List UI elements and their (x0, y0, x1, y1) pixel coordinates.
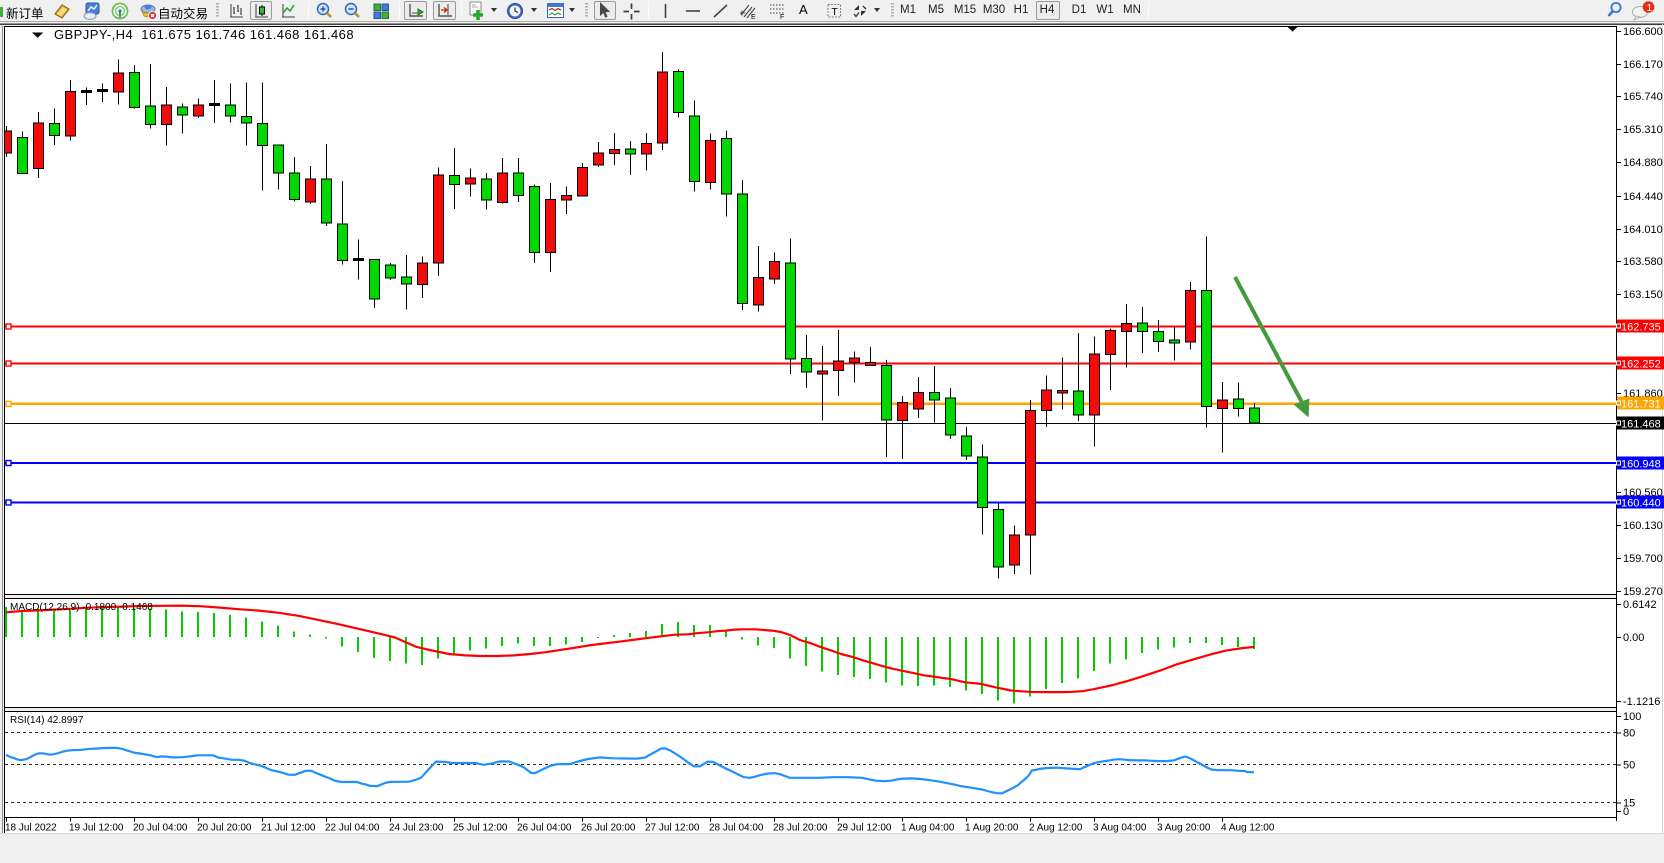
svg-text:160.948: 160.948 (1621, 459, 1661, 471)
svg-text:80: 80 (1623, 728, 1635, 740)
svg-text:163.580: 163.580 (1623, 256, 1663, 268)
svg-text:28 Jul 04:00: 28 Jul 04:00 (709, 823, 764, 834)
svg-text:2 Aug 12:00: 2 Aug 12:00 (1029, 823, 1083, 834)
svg-text:3 Aug 04:00: 3 Aug 04:00 (1093, 823, 1147, 834)
svg-text:1: 1 (1647, 2, 1653, 14)
svg-text:26 Jul 04:00: 26 Jul 04:00 (517, 823, 572, 834)
svg-text:159.700: 159.700 (1623, 553, 1663, 565)
svg-text:24 Jul 23:00: 24 Jul 23:00 (389, 823, 444, 834)
svg-text:28 Jul 20:00: 28 Jul 20:00 (773, 823, 828, 834)
svg-text:MACD(12,26,9) -0.1800 -0.1468: MACD(12,26,9) -0.1800 -0.1468 (10, 602, 153, 613)
svg-text:0.00: 0.00 (1623, 632, 1644, 644)
svg-text:164.440: 164.440 (1623, 191, 1663, 203)
svg-text:20 Jul 04:00: 20 Jul 04:00 (133, 823, 188, 834)
svg-text:164.880: 164.880 (1623, 157, 1663, 169)
svg-text:165.740: 165.740 (1623, 91, 1663, 103)
svg-text:100: 100 (1623, 711, 1641, 723)
svg-text:161.731: 161.731 (1621, 399, 1661, 411)
svg-text:18 Jul 2022: 18 Jul 2022 (5, 823, 57, 834)
svg-text:166.170: 166.170 (1623, 59, 1663, 71)
svg-text:162.735: 162.735 (1621, 322, 1661, 334)
svg-text:1 Aug 20:00: 1 Aug 20:00 (965, 823, 1019, 834)
svg-text:26 Jul 20:00: 26 Jul 20:00 (581, 823, 636, 834)
svg-text:166.600: 166.600 (1623, 26, 1663, 38)
svg-text:27 Jul 12:00: 27 Jul 12:00 (645, 823, 700, 834)
svg-text:22 Jul 04:00: 22 Jul 04:00 (325, 823, 380, 834)
svg-text:0: 0 (1623, 806, 1629, 818)
svg-text:159.270: 159.270 (1623, 586, 1663, 598)
svg-text:29 Jul 12:00: 29 Jul 12:00 (837, 823, 892, 834)
svg-text:25 Jul 12:00: 25 Jul 12:00 (453, 823, 508, 834)
svg-text:21 Jul 12:00: 21 Jul 12:00 (261, 823, 316, 834)
svg-text:4 Aug 12:00: 4 Aug 12:00 (1221, 823, 1275, 834)
svg-text:160.440: 160.440 (1621, 498, 1661, 510)
svg-text:GBPJPY-,H4 161.675 161.746 16: GBPJPY-,H4 161.675 161.746 161.468 161.4… (54, 27, 354, 42)
svg-text:50: 50 (1623, 760, 1635, 772)
svg-text:164.010: 164.010 (1623, 224, 1663, 236)
svg-text:RSI(14) 42.8997: RSI(14) 42.8997 (10, 715, 84, 726)
svg-text:F: F (780, 14, 784, 20)
svg-text:3 Aug 20:00: 3 Aug 20:00 (1157, 823, 1211, 834)
svg-text:163.150: 163.150 (1623, 289, 1663, 301)
svg-text:19 Jul 12:00: 19 Jul 12:00 (69, 823, 124, 834)
svg-text:1 Aug 04:00: 1 Aug 04:00 (901, 823, 955, 834)
svg-text:E: E (751, 14, 756, 20)
svg-text:160.130: 160.130 (1623, 520, 1663, 532)
svg-text:162.252: 162.252 (1621, 359, 1661, 371)
svg-text:0.6142: 0.6142 (1623, 599, 1657, 611)
svg-text:20 Jul 20:00: 20 Jul 20:00 (197, 823, 252, 834)
svg-text:15: 15 (1623, 798, 1635, 810)
svg-text:-1.1216: -1.1216 (1623, 696, 1660, 708)
svg-text:T: T (831, 6, 838, 18)
svg-text:161.468: 161.468 (1621, 419, 1661, 431)
svg-text:165.310: 165.310 (1623, 124, 1663, 136)
